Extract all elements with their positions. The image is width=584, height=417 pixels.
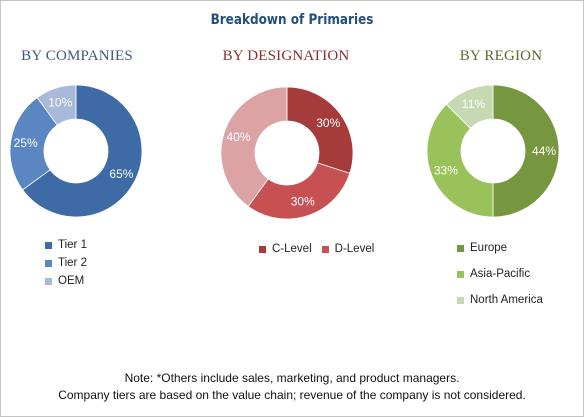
legend-label: Tier 2 (58, 257, 87, 269)
legend-companies: Tier 1 Tier 2 OEM (45, 236, 87, 290)
donut-slice-1-2 (220, 86, 288, 207)
donut-slice-2-0 (492, 84, 560, 218)
legend-swatch (457, 270, 464, 278)
panel-title-companies: BY COMPANIES (21, 48, 133, 64)
panel-title-designation: BY DESIGNATION (222, 48, 350, 64)
legend-item-europe: Europe (457, 235, 543, 261)
donut-slice-2-2 (445, 84, 494, 129)
donut-value-label-1-2: 40% (226, 130, 250, 144)
legend-swatch (45, 241, 52, 249)
legend-label: North America (470, 294, 543, 306)
legend-swatch (45, 277, 52, 285)
donut-value-label-0-1: 25% (14, 136, 38, 150)
donut-value-label-0-2: 10% (48, 95, 72, 109)
note-line-2: Company tiers are based on the value cha… (58, 388, 526, 402)
legend-item-tier-1: Tier 1 (45, 236, 87, 254)
legend-swatch (321, 245, 329, 253)
donut-designation: 30% 30% 40% (220, 86, 354, 220)
legend-label: Tier 1 (58, 239, 87, 251)
legend-label: D-Level (334, 243, 375, 255)
donut-region: 44% 33% 11% (426, 84, 560, 218)
legend-item-oem: OEM (45, 272, 87, 290)
legend-item-c-level: C-Level (259, 240, 312, 258)
donut-slice-0-1 (9, 97, 58, 191)
chart-title: Breakdown of Primaries (210, 12, 374, 28)
legend-label: Europe (470, 242, 508, 254)
donut-value-label-2-1: 33% (434, 164, 458, 178)
legend-item-d-level: D-Level (321, 240, 375, 258)
legend-item-north-america: North America (457, 287, 543, 313)
legend-label: C-Level (272, 243, 312, 255)
legend-swatch (457, 244, 464, 252)
donut-value-label-2-2: 11% (462, 97, 485, 111)
donut-slice-2-1 (426, 103, 494, 218)
legend-swatch (259, 245, 266, 253)
legend-item-asia-pacific: Asia-Pacific (457, 261, 543, 287)
legend-swatch (457, 296, 464, 304)
legend-region: Europe Asia-Pacific North America (457, 235, 543, 313)
note-line-1: Note: *Others include sales, marketing, … (124, 371, 460, 385)
donut-slice-0-0 (22, 84, 143, 218)
donut-value-label-1-1: 30% (291, 195, 315, 209)
legend-label: OEM (58, 275, 85, 287)
donut-value-label-2-0: 44% (532, 144, 556, 158)
donut-slice-1-1 (247, 162, 351, 220)
legend-label: Asia-Pacific (470, 268, 531, 280)
donut-value-label-1-0: 30% (316, 116, 340, 130)
donut-slice-0-2 (36, 84, 77, 126)
donut-slice-1-0 (286, 86, 354, 174)
legend-swatch (45, 259, 52, 267)
panel-title-region: BY REGION (459, 48, 543, 64)
legend-designation: C-Level D-Level (259, 240, 384, 258)
donut-companies: 65% 25% 10% (9, 84, 143, 218)
legend-item-tier-2: Tier 2 (45, 254, 87, 272)
donut-value-label-0-0: 65% (109, 167, 133, 181)
